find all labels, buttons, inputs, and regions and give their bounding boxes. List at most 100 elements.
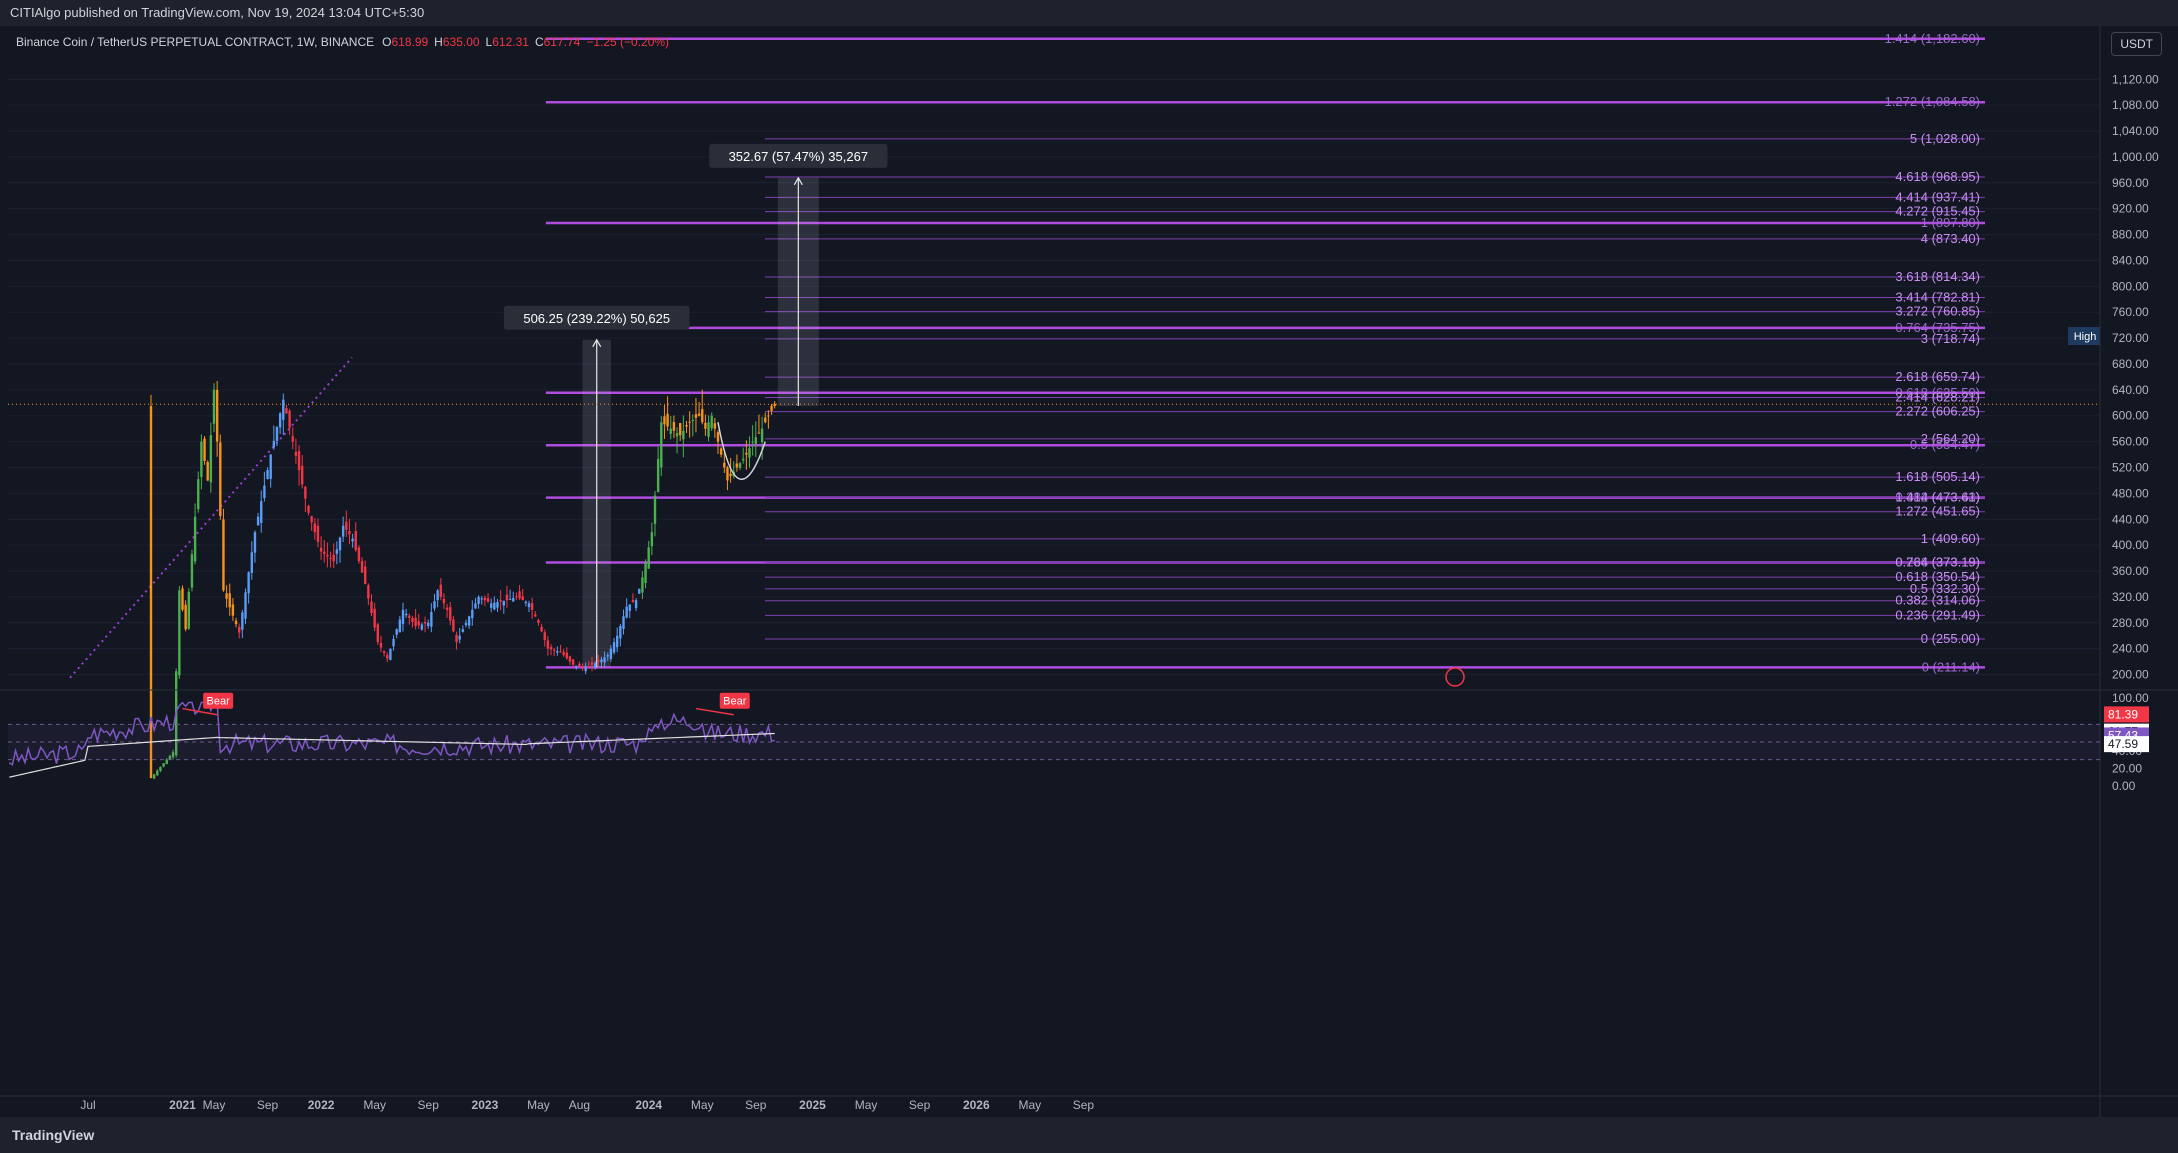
candle-body <box>521 596 524 601</box>
candle-body <box>660 422 663 468</box>
candle-body <box>423 621 427 624</box>
measure-arrow-head <box>793 176 803 186</box>
candle-body <box>357 547 361 562</box>
measure-label: 506.25 (239.22%) 50,625 <box>523 311 670 326</box>
candle-body <box>301 465 304 485</box>
high-badge-bg <box>2068 327 2103 346</box>
bear-badge-bg <box>719 692 750 709</box>
fib-level-label: 4.272 (915.45) <box>1895 204 1980 219</box>
candle-body <box>672 422 676 431</box>
candle-body <box>310 516 313 523</box>
candle-body <box>767 415 770 417</box>
ohlc-l: 612.31 <box>492 35 529 49</box>
candle-body <box>773 403 776 407</box>
time-tick-label: Sep <box>257 1098 279 1112</box>
price-tick-label: 280.00 <box>2112 616 2149 630</box>
candle-body <box>713 423 717 429</box>
candle-body <box>616 635 619 648</box>
candle-body <box>559 651 562 653</box>
rsi-divergence-line <box>695 707 734 716</box>
candle-body <box>203 438 206 462</box>
rsi-value-badge-bg <box>2104 736 2149 753</box>
measure-label-bg <box>503 305 690 330</box>
fib-level-label: 3.272 (760.85) <box>1895 304 1980 319</box>
candle-body <box>562 651 565 656</box>
currency-button[interactable]: USDT <box>2111 32 2162 56</box>
ohlc-c-label: C <box>535 35 544 49</box>
candle-body <box>754 437 757 444</box>
candle-body <box>512 597 515 602</box>
candle-body <box>238 626 241 633</box>
candle-body <box>584 668 587 672</box>
candle-body <box>171 752 175 758</box>
candle-body <box>540 626 543 632</box>
alert-icon <box>1445 667 1465 687</box>
candle-body <box>606 655 609 657</box>
candle-body <box>549 647 553 650</box>
price-chart[interactable]: 1.414 (1,182.60) 1.272 (1,084.58) 5 (1,028… <box>0 26 2178 1117</box>
fib-level-label: 0.764 (735.75) <box>1895 320 1980 335</box>
fib-level-label: 4.618 (968.95) <box>1895 169 1980 184</box>
candle-body <box>209 435 213 483</box>
cup-pattern-arc <box>717 422 766 481</box>
candle-body <box>449 607 452 621</box>
candle-body <box>219 442 222 517</box>
candle-body <box>493 602 496 610</box>
candle-body <box>524 601 528 604</box>
price-tick-label: 240.00 <box>2112 642 2149 656</box>
candle-body <box>515 596 518 598</box>
candle-body <box>247 572 250 594</box>
candle-body <box>707 422 710 437</box>
candle-body <box>622 616 625 629</box>
price-tick-label: 200.00 <box>2112 668 2149 682</box>
candle-body <box>152 774 156 779</box>
candle-body <box>269 454 272 479</box>
candle-body <box>527 603 531 608</box>
price-axis-bg <box>2100 26 2178 1117</box>
candle-body <box>275 427 279 441</box>
candle-body <box>341 525 345 537</box>
candle-body <box>474 603 477 609</box>
candle-body <box>590 662 594 665</box>
price-tick-label: 400.00 <box>2112 538 2149 552</box>
candle-body <box>263 485 266 499</box>
candle-body <box>417 621 420 626</box>
candle-body <box>770 405 773 411</box>
candle-body <box>568 656 572 662</box>
candle-body <box>565 652 568 659</box>
candle-body <box>297 451 301 471</box>
candle-body <box>398 619 402 633</box>
candle-body <box>376 624 379 643</box>
time-tick-label: May <box>1019 1098 1042 1112</box>
time-tick-label: 2023 <box>472 1098 499 1112</box>
time-tick-label: May <box>363 1098 386 1112</box>
candle-body <box>370 601 373 614</box>
tradingview-logo: TradingView <box>12 1127 95 1143</box>
measure-arrow-head <box>592 338 602 348</box>
candle-body <box>427 622 430 627</box>
candle-body <box>241 612 244 630</box>
candle-body <box>663 416 666 425</box>
candle-body <box>656 458 660 493</box>
candle-body <box>641 577 644 593</box>
candle-body <box>282 399 285 420</box>
candle-body <box>420 624 424 630</box>
price-tick-label: 800.00 <box>2112 279 2149 293</box>
candle-body <box>225 593 228 599</box>
top-bar: CITIAlgo published on TradingView.com, N… <box>0 0 2178 26</box>
price-tick-label: 680.00 <box>2112 357 2149 371</box>
candle-body <box>735 463 739 468</box>
candle-body <box>701 409 704 423</box>
measure-label: 352.67 (57.47%) 35,267 <box>729 149 869 164</box>
candle-body <box>716 432 720 442</box>
candle-body <box>675 432 679 437</box>
candle-body <box>193 516 197 562</box>
candle-body <box>688 421 691 423</box>
candle-body <box>256 516 260 526</box>
fib-level-label: 0.382 (314.06) <box>1895 593 1980 608</box>
candle-body <box>231 604 235 616</box>
candle-body <box>212 389 216 424</box>
time-tick-label: 2021 <box>169 1098 196 1112</box>
fib-level-label: 3.618 (814.34) <box>1895 269 1980 284</box>
chart-title: Binance Coin / TetherUS PERPETUAL CONTRA… <box>16 35 669 49</box>
